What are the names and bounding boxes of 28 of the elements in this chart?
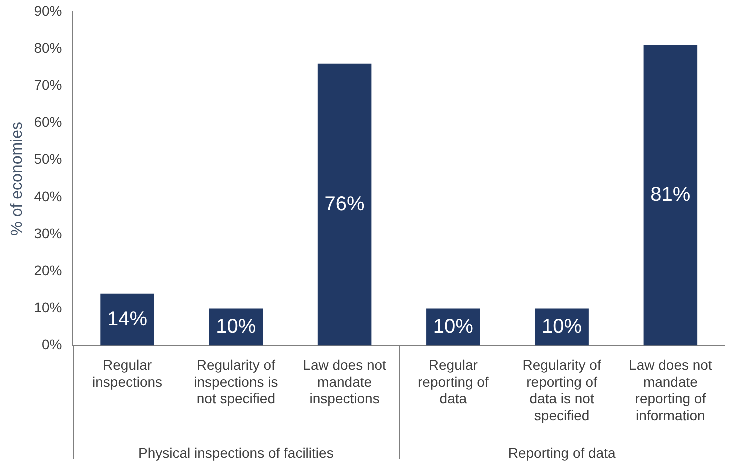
x-tick-label: Regularity of inspections is not specified bbox=[194, 357, 278, 407]
y-tick-label: 10% bbox=[34, 300, 62, 316]
y-tick-label: 60% bbox=[34, 114, 62, 130]
y-tick-label: 30% bbox=[34, 225, 62, 242]
data-label: 14% bbox=[108, 308, 148, 330]
x-tick-label: Regularity of reporting of data is not specified bbox=[522, 357, 602, 424]
y-tick-label: 0% bbox=[42, 336, 62, 353]
y-tick-label: 90% bbox=[34, 2, 62, 19]
bar bbox=[644, 45, 698, 346]
text: Physical inspections of facilities bbox=[138, 445, 334, 461]
data-label: 10% bbox=[433, 316, 474, 338]
y-tick-label: 50% bbox=[34, 151, 62, 168]
x-tick-label: Regular inspections bbox=[92, 357, 163, 390]
y-tick-label: 40% bbox=[34, 188, 62, 204]
x-tick-label: Regular reporting of data bbox=[418, 357, 489, 407]
x-tick-label: Law does not mandate inspections bbox=[303, 357, 387, 407]
bar bbox=[318, 64, 372, 346]
y-tick-label: 80% bbox=[34, 40, 62, 56]
y-axis-title: % of economies bbox=[9, 122, 26, 236]
data-label: 10% bbox=[542, 316, 582, 338]
data-label: 10% bbox=[216, 316, 256, 338]
y-tick-label: 20% bbox=[34, 262, 62, 278]
bar bbox=[100, 294, 154, 346]
y-tick-label: 70% bbox=[34, 77, 62, 94]
text: Reporting of data bbox=[508, 445, 616, 461]
data-label: 76% bbox=[324, 193, 366, 216]
data-label: 81% bbox=[650, 184, 691, 206]
x-tick-label: Law does not mandate reporting of information bbox=[629, 357, 712, 424]
